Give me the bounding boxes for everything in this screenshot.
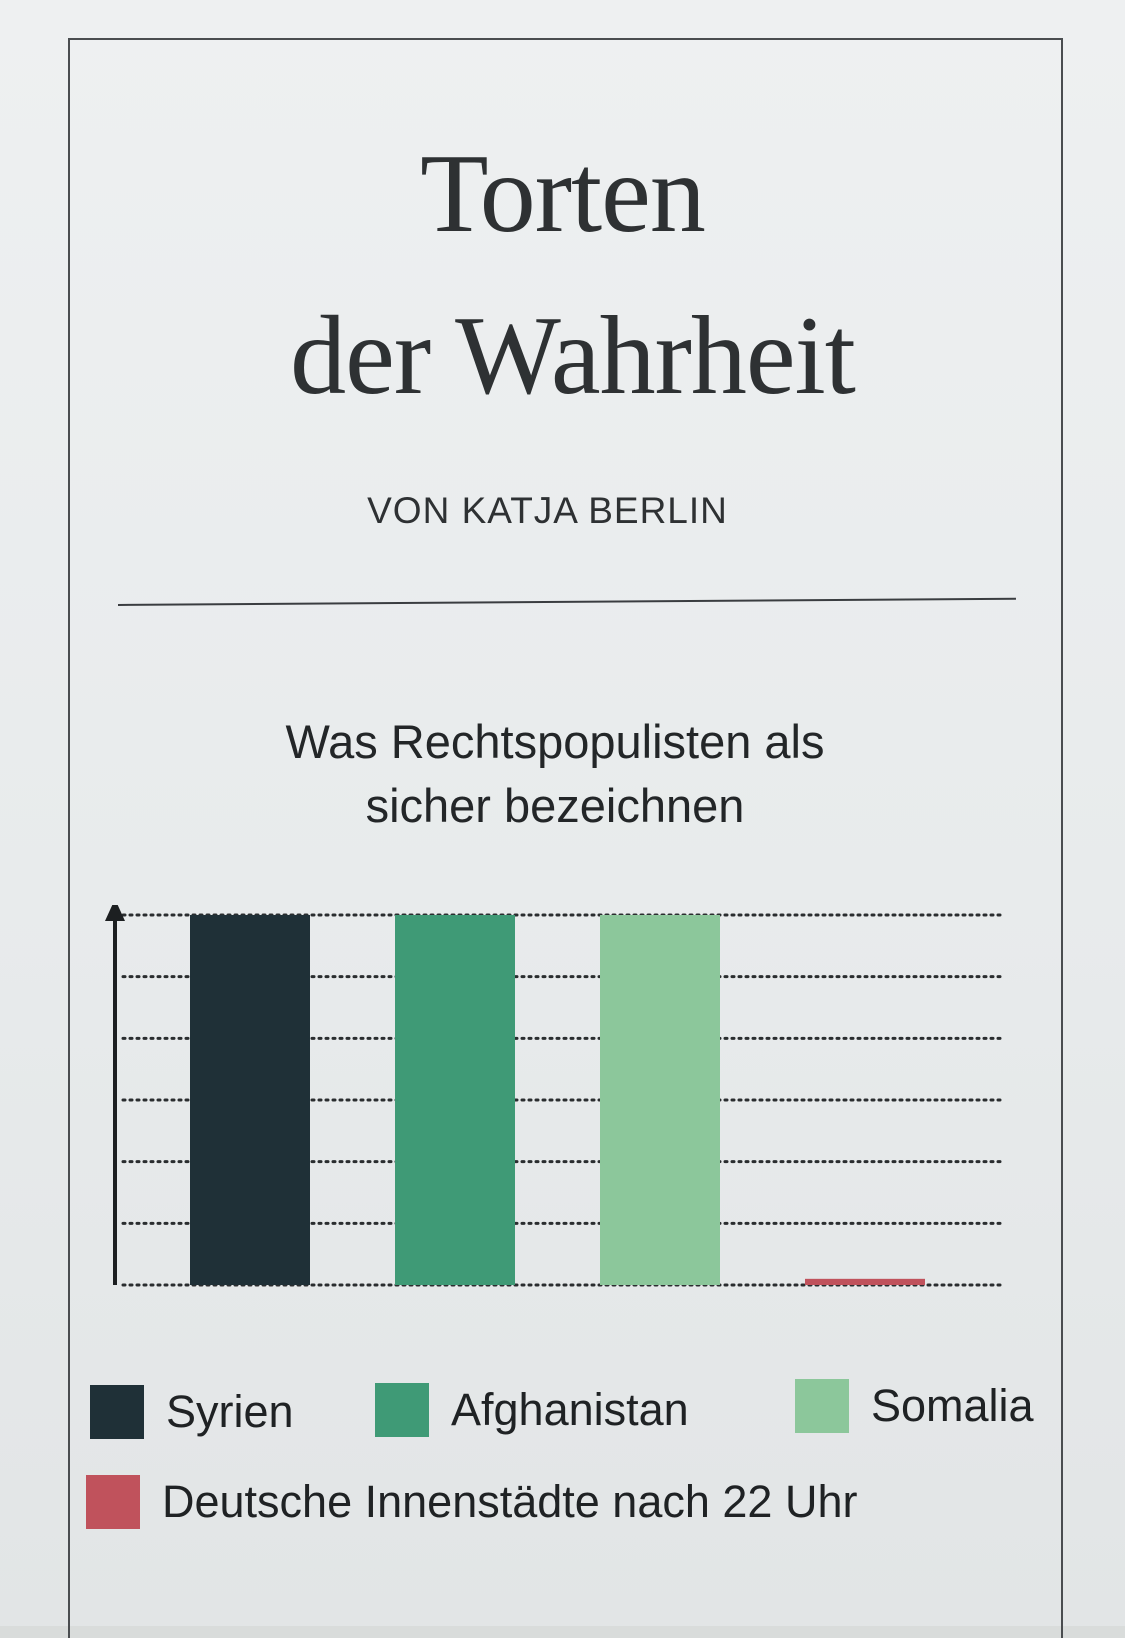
byline: VON KATJA BERLIN [367,490,728,531]
bar-syrien [190,915,310,1285]
bar-chart [105,905,1002,1287]
y-axis-arrow-icon [105,905,125,921]
bar-deutsche-innenst-dte-nach-22-uhr [805,1278,925,1285]
chart-title-line-1: Was Rechtspopulisten als [285,715,825,768]
bar-somalia [600,915,720,1285]
bar-afghanistan [395,915,515,1285]
article-frame [68,38,1063,1638]
article-title-line-2: der Wahrheit [290,294,856,418]
chart-title-line-2: sicher bezeichnen [365,779,745,832]
article-title-line-1: Torten [420,132,706,256]
chart-title: Was Rechtspopulisten als sicher bezeichn… [0,710,1110,838]
